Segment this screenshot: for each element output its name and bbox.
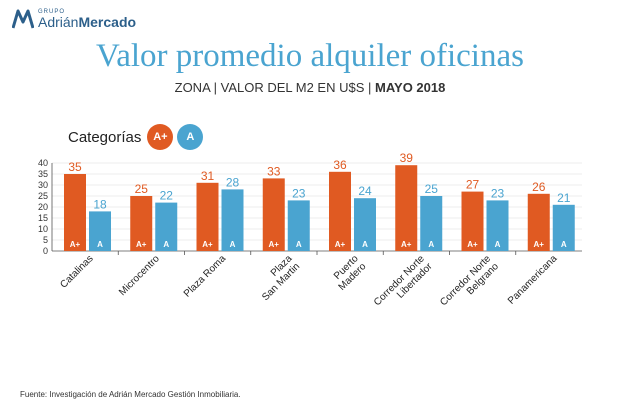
page-subtitle: ZONA | VALOR DEL M2 EN U$S | MAYO 2018 <box>0 80 620 95</box>
data-label: 35 <box>68 160 82 174</box>
logo-name-light: Adrián <box>38 14 79 30</box>
bar-series-label: A+ <box>467 240 478 249</box>
x-tick-label: Panamericana <box>506 253 560 307</box>
x-tick-label: Plaza Roma <box>182 253 229 300</box>
bar <box>130 196 153 251</box>
y-tick-label: 40 <box>38 158 48 168</box>
subtitle-prefix: ZONA | VALOR DEL M2 EN U$S | <box>174 80 372 95</box>
x-tick-label: Corredor NorteLibertador <box>372 253 435 316</box>
x-tick-label-line: Plaza Roma <box>182 253 229 300</box>
bar <box>486 200 509 251</box>
data-label: 26 <box>532 180 546 194</box>
bar-series-label: A+ <box>335 240 346 249</box>
data-label: 25 <box>135 182 149 196</box>
bar-series-label: A <box>296 240 302 249</box>
data-label: 24 <box>358 184 372 198</box>
legend-badge-a: A <box>177 124 204 150</box>
data-label: 33 <box>267 164 281 178</box>
logo-grupo: GRUPO <box>38 9 66 15</box>
bar <box>196 182 219 251</box>
bar-series-label: A+ <box>269 240 280 249</box>
bar <box>221 189 244 251</box>
x-tick-label: PlazaSan Martin <box>252 253 302 303</box>
y-tick-label: 20 <box>38 202 48 212</box>
bar <box>155 202 178 251</box>
bar-series-label: A+ <box>70 240 81 249</box>
logo-mark-icon <box>12 9 34 29</box>
bar-series-label: A <box>97 240 103 249</box>
data-label: 27 <box>466 178 480 192</box>
bar <box>395 165 418 251</box>
bar-series-label: A <box>495 240 501 249</box>
y-tick-label: 35 <box>38 169 48 179</box>
x-tick-label: PuertoMadero <box>329 253 369 293</box>
bar-series-label: A+ <box>534 240 545 249</box>
bar-series-label: A+ <box>202 240 213 249</box>
data-label: 36 <box>333 158 347 172</box>
bar <box>354 198 376 251</box>
brand-logo: GRUPO AdriánMercado <box>12 6 136 32</box>
data-label: 23 <box>491 186 505 200</box>
data-label: 31 <box>201 169 215 183</box>
data-label: 39 <box>400 151 414 165</box>
bar <box>262 178 285 251</box>
data-label: 28 <box>226 175 240 189</box>
logo-name: AdriánMercado <box>38 15 136 29</box>
bar-series-label: A <box>362 240 368 249</box>
page-title: Valor promedio alquiler oficinas <box>96 38 524 74</box>
data-label: 22 <box>160 189 174 203</box>
source-footnote: Fuente: Investigación de Adrián Mercado … <box>20 390 241 399</box>
y-tick-label: 5 <box>43 235 48 245</box>
bar <box>329 171 351 251</box>
y-tick-label: 25 <box>38 191 48 201</box>
x-tick-label-line: Panamericana <box>506 253 560 307</box>
logo-name-bold: Mercado <box>78 14 137 30</box>
data-label: 25 <box>425 182 439 196</box>
bar-series-label: A+ <box>136 240 147 249</box>
legend-badge-a-plus: A+ <box>147 124 174 150</box>
x-tick-label: Corredor NorteBelgrano <box>438 253 501 316</box>
chart-legend: Categorías A+ A <box>68 124 207 150</box>
y-tick-label: 15 <box>38 213 48 223</box>
x-tick-label: Microcentro <box>117 253 162 298</box>
bar-series-label: A <box>428 240 434 249</box>
bar-series-label: A <box>561 240 567 249</box>
bar-series-label: A <box>163 240 169 249</box>
bar-series-label: A <box>230 240 236 249</box>
bar <box>420 196 443 251</box>
bar <box>552 204 575 251</box>
bar <box>64 174 86 251</box>
y-tick-label: 0 <box>43 246 48 256</box>
y-tick-label: 30 <box>38 180 48 190</box>
bar <box>527 193 550 251</box>
x-tick-label: Catalinas <box>58 253 95 290</box>
data-label: 23 <box>292 186 306 200</box>
bar-series-label: A+ <box>401 240 412 249</box>
bar <box>89 211 111 251</box>
x-tick-label-line: Catalinas <box>58 253 95 290</box>
bar <box>287 200 310 251</box>
subtitle-date: MAYO 2018 <box>375 80 446 95</box>
data-label: 21 <box>557 191 571 205</box>
data-label: 18 <box>93 197 107 211</box>
x-tick-label-line: Microcentro <box>117 253 162 298</box>
bar <box>461 191 484 251</box>
legend-label: Categorías <box>68 128 142 146</box>
y-tick-label: 10 <box>38 224 48 234</box>
